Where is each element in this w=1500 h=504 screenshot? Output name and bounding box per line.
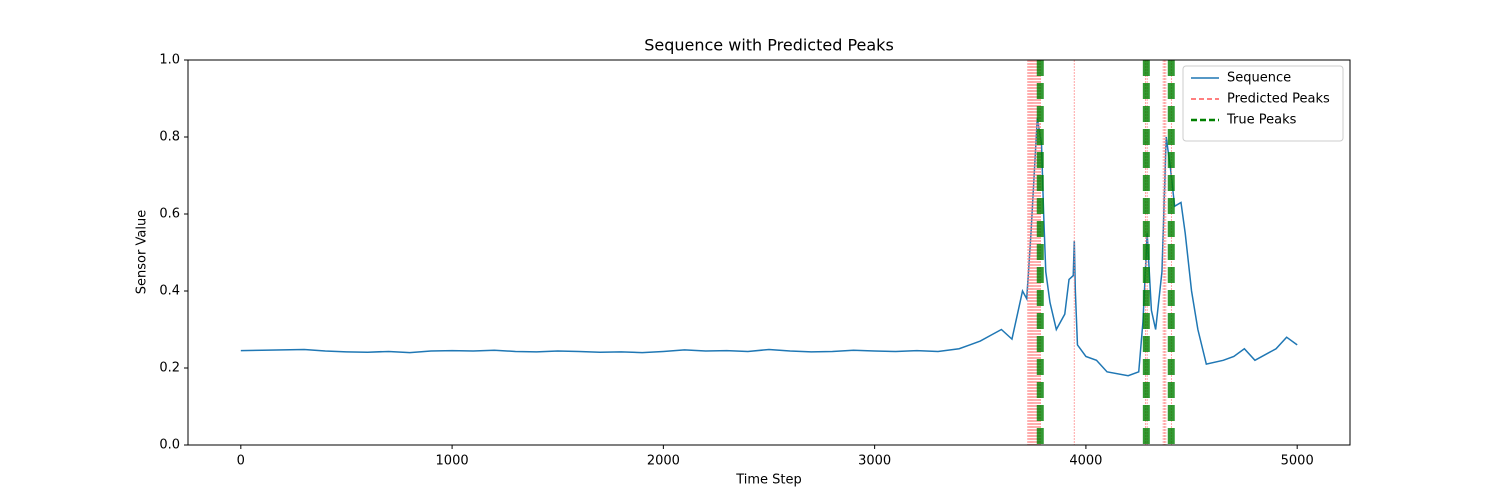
x-axis-label: Time Step: [735, 473, 802, 488]
axes-frame: [187, 59, 1351, 446]
y-tick-label: 0.6: [159, 207, 180, 222]
chart-title: Sequence with Predicted Peaks: [644, 36, 894, 55]
x-tick-label: 0: [237, 454, 245, 469]
legend-label: True Peaks: [1226, 113, 1297, 128]
legend-label: Predicted Peaks: [1227, 92, 1330, 107]
y-tick-label: 0.8: [159, 130, 180, 145]
legend-box: [1182, 65, 1344, 142]
x-tick-label: 4000: [1069, 454, 1102, 469]
line-series: [240, 117, 1298, 377]
y-tick-label: 0.2: [159, 361, 180, 376]
legend-label: Sequence: [1227, 71, 1291, 86]
y-axis-label: Sensor Value: [135, 210, 150, 294]
x-tick-label: 2000: [647, 454, 680, 469]
plot-area: [240, 60, 1298, 445]
x-tick-label: 5000: [1281, 454, 1314, 469]
y-tick-label: 0.0: [159, 438, 180, 453]
y-tick-label: 1.0: [159, 53, 180, 68]
x-tick-label: 1000: [436, 454, 469, 469]
x-tick-label: 3000: [858, 454, 891, 469]
y-tick-label: 0.4: [159, 284, 180, 299]
